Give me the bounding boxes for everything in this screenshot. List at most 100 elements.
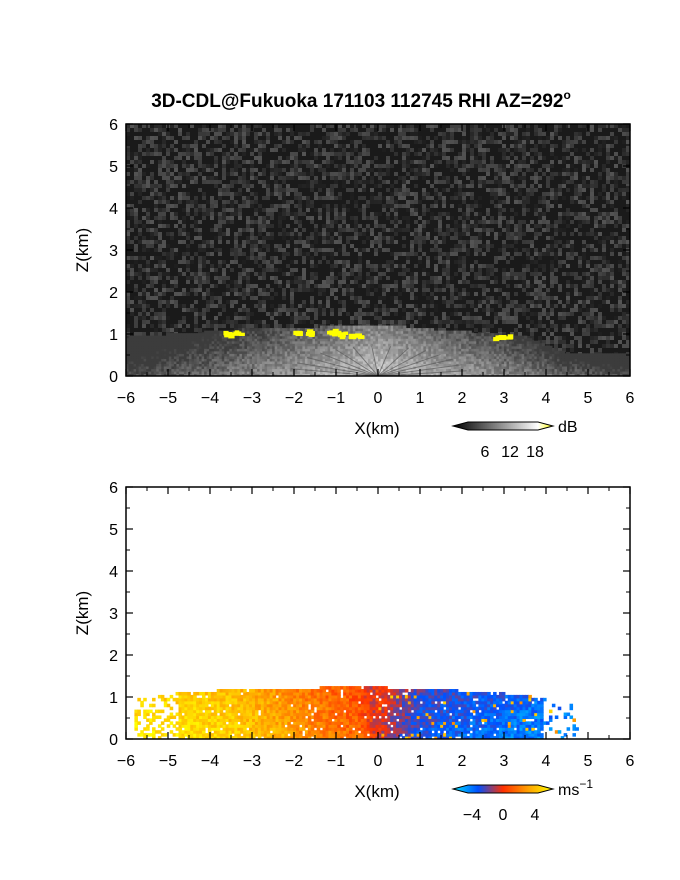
snr-noise-cell xyxy=(270,208,274,212)
snr-noise-cell xyxy=(138,200,142,204)
snr-noise-cell xyxy=(538,224,542,228)
snr-noise-cell xyxy=(606,320,610,324)
snr-noise-cell xyxy=(550,204,554,208)
snr-echo-cell xyxy=(176,350,180,354)
snr-noise-cell xyxy=(374,136,378,140)
snr-noise-cell xyxy=(258,300,262,304)
snr-noise-cell xyxy=(578,188,582,192)
snr-noise-cell xyxy=(166,268,170,272)
snr-noise-cell xyxy=(234,240,238,244)
snr-noise-cell xyxy=(478,180,482,184)
snr-noise-cell xyxy=(610,272,614,276)
snr-noise-cell xyxy=(554,268,558,272)
snr-noise-cell xyxy=(126,268,130,272)
snr-noise-cell xyxy=(482,216,486,220)
snr-noise-cell xyxy=(506,200,510,204)
snr-noise-cell xyxy=(394,200,398,204)
snr-noise-cell xyxy=(602,212,606,216)
snr-noise-cell xyxy=(458,152,462,156)
snr-noise-cell xyxy=(166,244,170,248)
snr-noise-cell xyxy=(494,280,498,284)
snr-noise-cell xyxy=(558,348,562,352)
snr-noise-cell xyxy=(610,332,614,336)
snr-noise-cell xyxy=(126,296,130,300)
snr-noise-cell xyxy=(230,268,234,272)
snr-noise-cell xyxy=(354,176,358,180)
snr-echo-cell xyxy=(206,353,210,357)
snr-noise-cell xyxy=(206,132,210,136)
snr-noise-cell xyxy=(566,252,570,256)
snr-noise-cell xyxy=(354,124,358,128)
snr-noise-cell xyxy=(214,140,218,144)
snr-noise-cell xyxy=(450,252,454,256)
snr-noise-cell xyxy=(374,220,378,224)
snr-noise-cell xyxy=(606,216,610,220)
snr-noise-cell xyxy=(274,180,278,184)
snr-noise-cell xyxy=(190,124,194,128)
snr-echo-cell xyxy=(126,370,130,375)
snr-noise-cell xyxy=(618,260,622,264)
snr-noise-cell xyxy=(330,236,334,240)
snr-noise-cell xyxy=(330,208,334,212)
snr-noise-cell xyxy=(154,268,158,272)
snr-noise-cell xyxy=(418,136,422,140)
snr-noise-cell xyxy=(294,268,298,272)
snr-noise-cell xyxy=(146,312,150,316)
snr-noise-cell xyxy=(546,340,550,344)
snr-noise-cell xyxy=(486,180,490,184)
snr-noise-cell xyxy=(266,268,270,272)
snr-noise-cell xyxy=(346,264,350,268)
snr-echo-cell xyxy=(211,348,215,352)
snr-noise-cell xyxy=(586,312,590,316)
snr-noise-cell xyxy=(198,268,202,272)
snr-noise-cell xyxy=(366,152,370,156)
snr-noise-cell xyxy=(230,204,234,208)
snr-noise-cell xyxy=(474,200,478,204)
snr-noise-cell xyxy=(414,296,418,300)
snr-noise-cell xyxy=(242,140,246,144)
snr-noise-cell xyxy=(606,124,610,128)
snr-noise-cell xyxy=(386,156,390,160)
snr-noise-cell xyxy=(198,276,202,280)
snr-noise-cell xyxy=(530,184,534,188)
snr-noise-cell xyxy=(222,320,226,324)
snr-noise-cell xyxy=(334,260,338,264)
snr-noise-cell xyxy=(510,244,514,248)
snr-noise-cell xyxy=(414,240,418,244)
snr-noise-cell xyxy=(274,128,278,132)
snr-noise-cell xyxy=(186,260,190,264)
snr-noise-cell xyxy=(306,180,310,184)
snr-noise-cell xyxy=(322,308,326,312)
snr-noise-cell xyxy=(162,172,166,176)
snr-echo-cell xyxy=(181,373,185,376)
snr-noise-cell xyxy=(366,264,370,268)
snr-noise-cell xyxy=(222,192,226,196)
snr-noise-cell xyxy=(206,176,210,180)
snr-echo-cell xyxy=(201,348,205,352)
snr-noise-cell xyxy=(582,240,586,244)
snr-noise-cell xyxy=(138,332,142,336)
snr-echo-cell xyxy=(219,355,223,359)
snr-echo-cell xyxy=(209,353,213,357)
snr-noise-cell xyxy=(478,176,482,180)
snr-echo-cell xyxy=(158,343,162,347)
snr-noise-cell xyxy=(338,312,342,316)
snr-noise-cell xyxy=(570,212,574,216)
snr-noise-cell xyxy=(206,168,210,172)
snr-noise-cell xyxy=(370,244,374,248)
snr-noise-cell xyxy=(334,216,338,220)
snr-noise-cell xyxy=(298,280,302,284)
snr-noise-cell xyxy=(214,132,218,136)
snr-noise-cell xyxy=(370,128,374,132)
snr-echo-cell xyxy=(131,373,135,376)
snr-noise-cell xyxy=(410,176,414,180)
snr-noise-cell xyxy=(374,308,378,312)
snr-noise-cell xyxy=(482,288,486,292)
snr-echo-cell xyxy=(146,348,150,352)
snr-noise-cell xyxy=(534,236,538,240)
snr-noise-cell xyxy=(290,320,294,324)
snr-noise-cell xyxy=(298,220,302,224)
snr-echo-cell xyxy=(133,368,137,372)
snr-noise-cell xyxy=(270,316,274,320)
snr-echo-cell xyxy=(183,345,188,349)
